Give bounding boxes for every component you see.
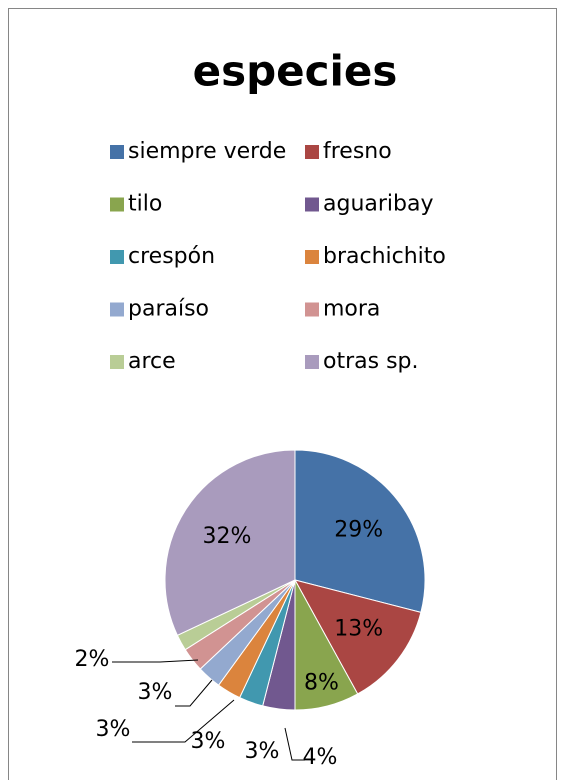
data-label: 32%: [202, 524, 251, 549]
legend-swatch: [110, 197, 124, 212]
legend-label: tilo: [128, 192, 162, 217]
pie-slice: [294, 579, 422, 695]
legend-swatch: [305, 250, 319, 264]
leader-line: [132, 699, 235, 743]
data-label: 4%: [303, 745, 338, 770]
leader-line: [284, 727, 305, 761]
legend-label: crespón: [128, 244, 215, 269]
data-label: 3%: [96, 717, 131, 742]
legend-swatch: [305, 355, 319, 369]
legend-label: aguaribay: [323, 192, 434, 217]
legend-label: otras sp.: [323, 349, 419, 374]
legend-label: mora: [323, 297, 380, 322]
legend-swatch: [110, 145, 124, 159]
legend-label: paraíso: [128, 297, 209, 322]
legend-swatch: [110, 302, 124, 317]
legend-swatch: [110, 250, 124, 264]
leader-line: [112, 659, 199, 663]
data-label: 2%: [75, 647, 110, 672]
chart-title: especies: [193, 47, 398, 96]
legend-label: siempre verde: [128, 139, 286, 164]
data-label: 13%: [334, 616, 383, 641]
legend-label: brachichito: [323, 244, 446, 269]
leader-line: [175, 679, 213, 707]
data-label: 3%: [138, 680, 173, 705]
data-label: 29%: [334, 518, 383, 543]
legend-swatch: [305, 197, 319, 212]
legend-swatch: [110, 355, 124, 369]
legend-label: fresno: [323, 139, 392, 164]
data-label: 3%: [245, 739, 280, 764]
data-label: 8%: [304, 670, 339, 695]
pie-slice: [164, 449, 296, 637]
legend-label: arce: [128, 349, 176, 374]
data-label: 3%: [191, 729, 226, 754]
legend-swatch: [305, 302, 319, 317]
legend-swatch: [305, 145, 319, 159]
pie-slice: [294, 449, 426, 613]
